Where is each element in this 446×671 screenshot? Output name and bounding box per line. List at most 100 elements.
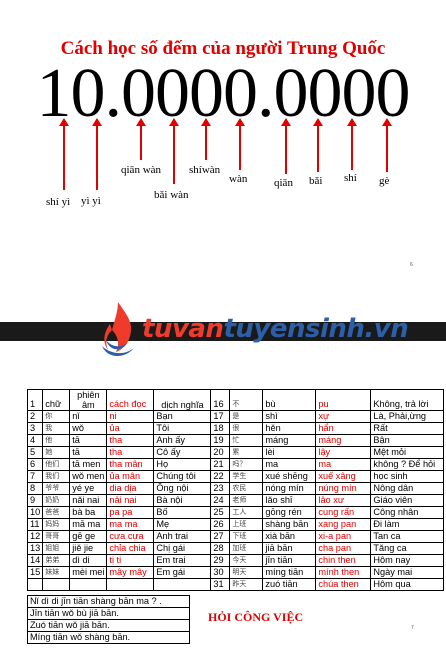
label-qian: qiān xyxy=(274,177,293,189)
left-py: gē ge xyxy=(69,530,108,543)
empty-cell xyxy=(106,578,155,591)
left-doc: ni xyxy=(106,410,155,423)
table-row: 2 你 nǐ ni Bạn 17 是 shì xự Là, Phải,ừng xyxy=(26,410,445,423)
right-cn: 累 xyxy=(229,446,264,459)
vocabulary-table: 1 chữ phiên âm cách đọc dịch nghĩa 16 不 … xyxy=(26,389,445,591)
empty-cell xyxy=(153,578,212,591)
right-cn: 是 xyxy=(229,410,264,423)
left-doc: dia dịa xyxy=(106,482,155,495)
right-doc: chin then xyxy=(315,554,372,567)
conversation-row: Nǐ dì di jīn tiān shàng bān ma ? . xyxy=(27,595,190,608)
right-num: 31 xyxy=(210,578,231,591)
right-nghia: Giáo viên xyxy=(370,494,445,507)
left-doc: tha xyxy=(106,446,155,459)
left-num: 11 xyxy=(26,518,44,531)
left-num: 8 xyxy=(26,482,44,495)
right-doc: mính then xyxy=(315,566,372,579)
empty-cell xyxy=(42,578,71,591)
left-nghia: Bà nội xyxy=(153,494,212,507)
logo-text-part1: tuvan xyxy=(142,314,224,344)
right-cn: 上班 xyxy=(229,518,264,531)
left-nghia: Anh ấy xyxy=(153,434,212,447)
label-ge: gè xyxy=(379,175,390,187)
left-num: 12 xyxy=(26,530,44,543)
table-row: 12 哥哥 gē ge cưa cựa Anh trai 27 下班 xià bān xi-a … xyxy=(26,530,445,543)
right-num: 29 xyxy=(210,554,231,567)
right-nghia: không ? Để hỏi xyxy=(370,458,445,471)
right-cn: 加班 xyxy=(229,542,264,555)
header-phien-am: phiên âm xyxy=(69,389,108,411)
right-num: 20 xyxy=(210,446,231,459)
table-row: 14 弟弟 dì di tị ti Em trai 29 今天 jīn tiān chin th… xyxy=(26,554,445,567)
right-py: lèi xyxy=(262,446,317,459)
right-nghia: Đi làm xyxy=(370,518,445,531)
right-num: 30 xyxy=(210,566,231,579)
left-nghia: Bạn xyxy=(153,410,212,423)
table-row: 5 她 tā tha Cô ấy 20 累 lèi lậy Mệt mỏi xyxy=(26,446,445,459)
section-title: HỎI CÔNG VIỆC xyxy=(208,610,304,624)
right-py: xué shēng xyxy=(262,470,317,483)
left-py: mā ma xyxy=(69,518,108,531)
arrow-shi-yi xyxy=(59,118,69,190)
left-doc: mây mây xyxy=(106,566,155,579)
table-row: 13 姐姐 jiě jie chỉa chia Chị gái 28 加班 jiā bān ch… xyxy=(26,542,445,555)
table-header-row: 1 chữ phiên âm cách đọc dịch nghĩa 16 不 … xyxy=(26,389,445,411)
label-shi-yi: shí yì xyxy=(46,196,71,208)
label-wan: wàn xyxy=(229,173,248,185)
conversation-line-1: Nǐ dì di jīn tiān shàng bān ma ? . xyxy=(27,595,190,608)
left-nghia: Bố xyxy=(153,506,212,519)
right-doc: xuế xâng xyxy=(315,470,372,483)
left-cn: 爷爷 xyxy=(42,482,71,495)
big-number: 10.0000.0000 xyxy=(36,55,411,132)
right-cn: 工人 xyxy=(229,506,264,519)
left-num: 4 xyxy=(26,434,44,447)
left-cn: 姐姐 xyxy=(42,542,71,555)
left-nghia: Chúng tôi xyxy=(153,470,212,483)
right-doc: pu xyxy=(315,389,372,411)
watermark-logo: tuvantuyensinh.vn xyxy=(96,300,426,360)
header-chu: chữ xyxy=(42,389,71,411)
right-py: shàng bān xyxy=(262,518,317,531)
empty-cell xyxy=(26,578,44,591)
right-doc: hẩn xyxy=(315,422,372,435)
right-nghia: Nông dân xyxy=(370,482,445,495)
right-doc: ma xyxy=(315,458,372,471)
conversation-line-4: Míng tiān wǒ shàng bān. xyxy=(27,631,190,644)
right-doc: núng mín xyxy=(315,482,372,495)
logo-text-part2: tuyensinh.vn xyxy=(223,314,409,344)
left-num: 15 xyxy=(26,566,44,579)
arrow-wan xyxy=(235,118,245,170)
left-num: 5 xyxy=(26,446,44,459)
table-row: 15 妹妹 mèi mei mây mây Em gái 30 明天 míng tiān mín… xyxy=(26,566,445,579)
right-nghia: Hôm nay xyxy=(370,554,445,567)
right-num: 26 xyxy=(210,518,231,531)
left-py: wǒ xyxy=(69,422,108,435)
left-nghia: Chị gái xyxy=(153,542,212,555)
right-cn: 昨天 xyxy=(229,578,264,591)
left-doc: cưa cựa xyxy=(106,530,155,543)
page-number: 7 xyxy=(411,625,414,631)
arrow-yi-yi xyxy=(92,118,102,190)
arrow-shi-wan xyxy=(201,118,211,160)
left-doc: tha mân xyxy=(106,458,155,471)
right-doc: xự xyxy=(315,410,372,423)
left-py: yé ye xyxy=(69,482,108,495)
left-num: 10 xyxy=(26,506,44,519)
right-num: 16 xyxy=(210,389,231,411)
right-cn: 吗？ xyxy=(229,458,264,471)
slide-title: Cách học số đếm của người Trung Quốc xyxy=(60,38,386,59)
left-cn: 你 xyxy=(42,410,71,423)
left-doc: pa pa xyxy=(106,506,155,519)
right-nghia: Hôm qua xyxy=(370,578,445,591)
conversation-row: Míng tiān wǒ shàng bān. xyxy=(27,631,190,644)
right-nghia: Ngày mai xyxy=(370,566,445,579)
right-nghia: Công nhân xyxy=(370,506,445,519)
right-py: zuó tiān xyxy=(262,578,317,591)
left-cn: 弟弟 xyxy=(42,554,71,567)
right-num: 28 xyxy=(210,542,231,555)
table-row: 7 我们 wǒ men ủa mân Chúng tôi 22 学生 xué shēng xuế… xyxy=(26,470,445,483)
left-cn: 妹妹 xyxy=(42,566,71,579)
arrow-qian-wan xyxy=(136,118,146,160)
slide-counting: Cách học số đếm của người Trung Quốc 10.… xyxy=(0,0,446,320)
right-doc: xi-a pan xyxy=(315,530,372,543)
